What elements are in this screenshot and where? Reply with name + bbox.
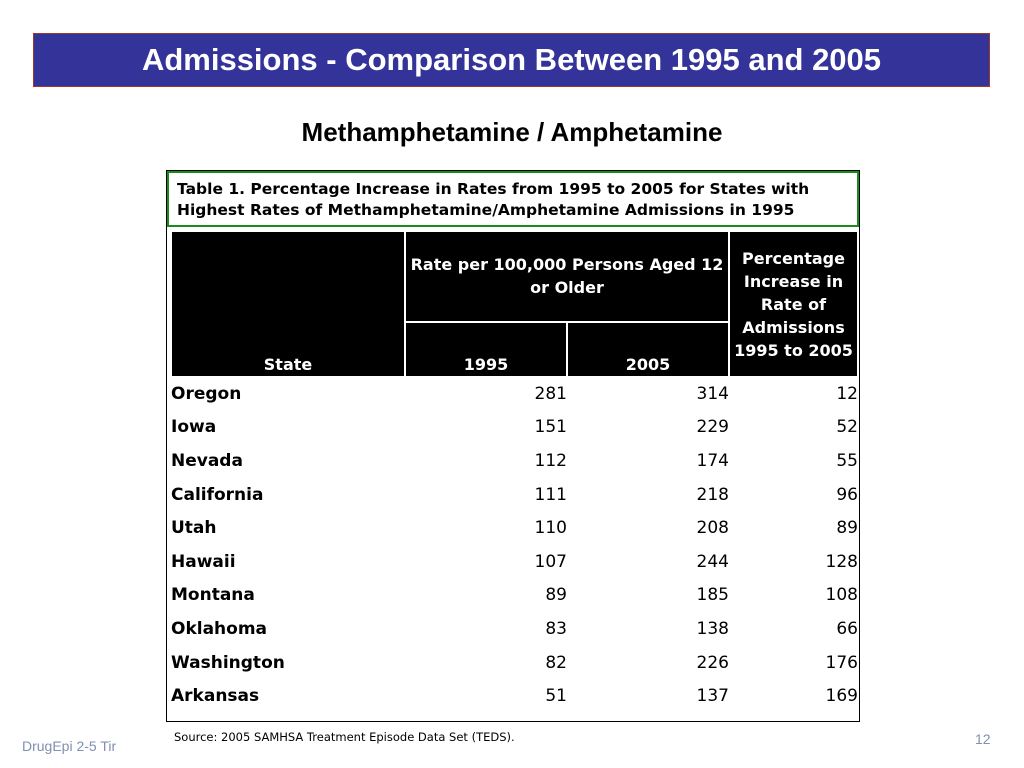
table-caption-line: Table 1. Percentage Increase in Rates fr… xyxy=(177,180,810,198)
cell-rate-2005: 229 xyxy=(696,417,729,438)
cell-percentage-increase: 12 xyxy=(836,383,858,404)
header-percentage-increase: Percentage Increase in Rate of Admission… xyxy=(729,231,858,377)
table-caption: Table 1. Percentage Increase in Rates fr… xyxy=(167,171,859,227)
table-row: Nevada 112 174 55 xyxy=(171,444,858,478)
cell-state: Washington xyxy=(171,652,285,673)
header-2005: 2005 xyxy=(567,321,729,377)
table-row: Hawaii 107 244 128 xyxy=(171,545,858,579)
cell-rate-1995: 281 xyxy=(534,383,567,404)
table-row: Washington 82 226 176 xyxy=(171,646,858,680)
slide-subtitle: Methamphetamine / Amphetamine xyxy=(301,117,723,147)
slide-title-bar: Admissions - Comparison Between 1995 and… xyxy=(33,33,990,87)
cell-percentage-increase: 96 xyxy=(836,484,858,505)
cell-state: Oklahoma xyxy=(171,618,268,639)
cell-rate-1995: 82 xyxy=(545,652,567,673)
table-body: Oregon 281 314 12 Iowa 151 229 52 Nevada 112 174 55… xyxy=(171,377,858,713)
page-number: 12 xyxy=(975,731,991,747)
table-row: Oregon 281 314 12 xyxy=(171,377,858,411)
table-caption-line: Highest Rates of Methamphetamine/Ampheta… xyxy=(177,201,795,219)
table-row: California 111 218 96 xyxy=(171,478,858,512)
cell-rate-1995: 83 xyxy=(545,618,567,639)
cell-rate-2005: 185 xyxy=(696,585,729,606)
cell-rate-1995: 111 xyxy=(534,484,567,505)
header-1995: 1995 xyxy=(405,321,567,377)
slide-title: Admissions - Comparison Between 1995 and… xyxy=(141,42,882,77)
cell-percentage-increase: 89 xyxy=(836,518,858,539)
cell-state: Iowa xyxy=(171,417,217,438)
cell-rate-1995: 110 xyxy=(534,518,567,539)
cell-percentage-increase: 128 xyxy=(825,551,858,572)
table-row: Arkansas 51 137 169 xyxy=(171,679,858,713)
table-row: Iowa 151 229 52 xyxy=(171,411,858,445)
cell-rate-2005: 174 xyxy=(696,450,729,471)
cell-percentage-increase: 176 xyxy=(825,652,858,673)
header-rate-group: Rate per 100,000 Persons Aged 12 or Olde… xyxy=(405,231,729,322)
cell-rate-2005: 244 xyxy=(696,551,729,572)
table-figure: Table 1. Percentage Increase in Rates fr… xyxy=(166,170,860,722)
cell-state: Arkansas xyxy=(171,686,260,707)
data-table: State Rate per 100,000 Persons Aged 12 o… xyxy=(171,231,858,713)
cell-rate-2005: 218 xyxy=(696,484,729,505)
cell-rate-1995: 151 xyxy=(534,417,567,438)
cell-rate-1995: 89 xyxy=(545,585,567,606)
cell-rate-2005: 138 xyxy=(696,618,729,639)
cell-percentage-increase: 169 xyxy=(825,686,858,707)
cell-percentage-increase: 55 xyxy=(836,450,858,471)
table-row: Utah 110 208 89 xyxy=(171,511,858,545)
cell-rate-2005: 226 xyxy=(696,652,729,673)
cell-rate-2005: 137 xyxy=(696,686,729,707)
table-row: Montana 89 185 108 xyxy=(171,579,858,613)
slide-footer: DrugEpi 2-5 Tir xyxy=(22,738,117,754)
table-source: Source: 2005 SAMHSA Treatment Episode Da… xyxy=(174,730,515,744)
cell-rate-1995: 112 xyxy=(534,450,567,471)
cell-state: Nevada xyxy=(171,450,243,471)
cell-rate-1995: 107 xyxy=(534,551,567,572)
cell-percentage-increase: 52 xyxy=(836,417,858,438)
cell-rate-2005: 208 xyxy=(696,518,729,539)
header-state: State xyxy=(171,231,405,377)
cell-percentage-increase: 66 xyxy=(836,618,858,639)
cell-state: Hawaii xyxy=(171,551,236,572)
cell-state: Utah xyxy=(171,518,217,539)
cell-percentage-increase: 108 xyxy=(825,585,858,606)
cell-state: Montana xyxy=(171,585,255,606)
cell-rate-1995: 51 xyxy=(545,686,567,707)
cell-state: California xyxy=(171,484,264,505)
cell-state: Oregon xyxy=(171,383,242,404)
cell-rate-2005: 314 xyxy=(696,383,729,404)
table-row: Oklahoma 83 138 66 xyxy=(171,612,858,646)
